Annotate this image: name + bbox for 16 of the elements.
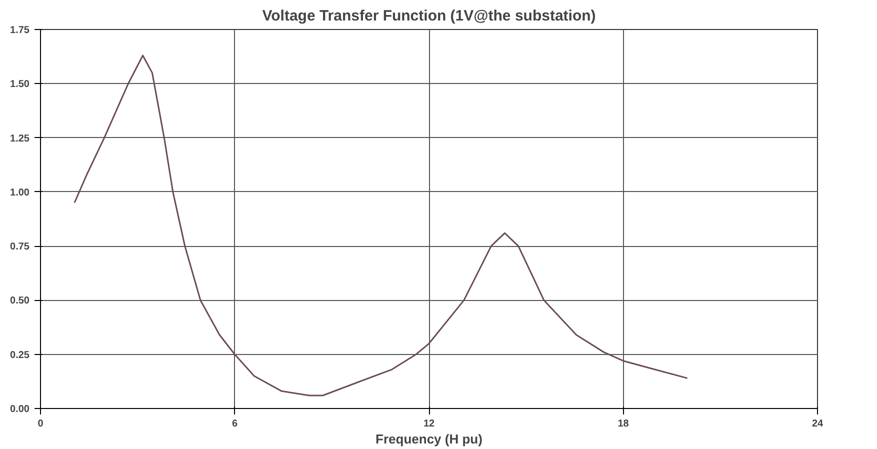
x-tick-label: 6 [232,418,238,430]
x-tick-label: 12 [423,418,435,430]
y-tick-label: 0.50 [10,296,30,307]
line-series [74,54,688,396]
x-tick-label: 0 [38,418,44,430]
x-axis-title: Frequency (H pu) [376,432,482,446]
y-tick-label: 1.25 [10,133,30,144]
x-tick-label: 24 [812,418,824,430]
y-tick-label: 1.50 [10,79,30,90]
chart-title: Voltage Transfer Function (1V@the substation) [262,8,596,24]
y-tick-label: 0.00 [10,404,30,415]
y-tick-label: 1.75 [10,25,30,36]
y-tick-label: 1.00 [10,187,30,198]
y-tick-label: 0.25 [10,350,30,361]
x-tick-label: 18 [618,418,630,430]
y-tick-label: 0.75 [10,242,30,253]
